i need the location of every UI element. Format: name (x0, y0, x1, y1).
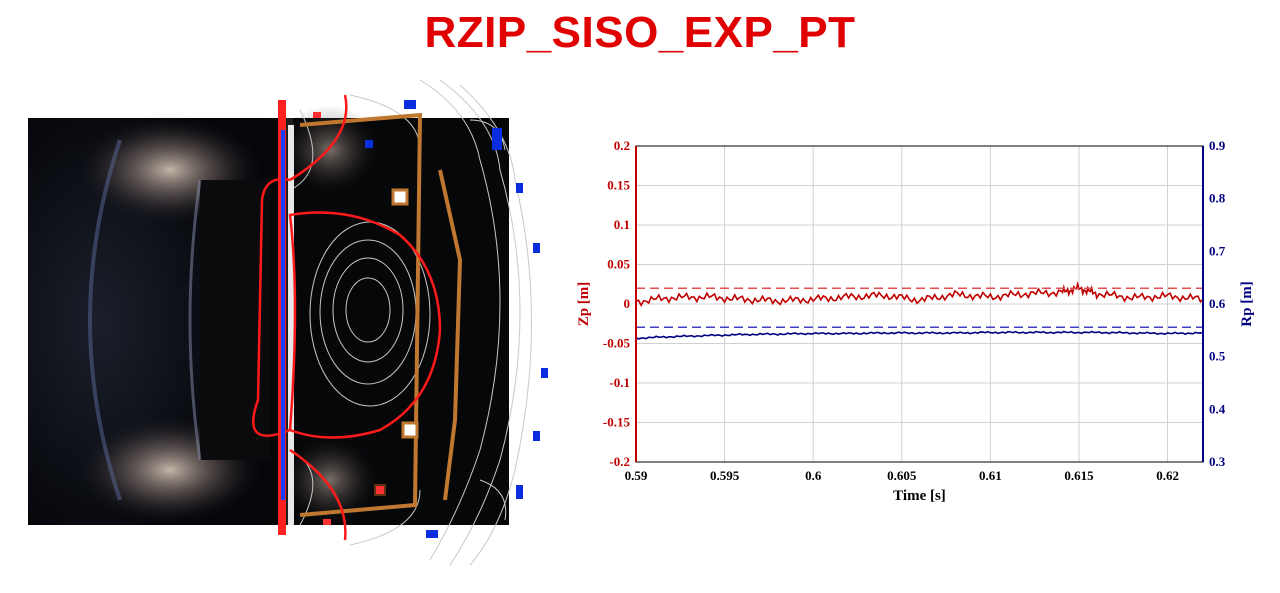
tick-labels: 0.59 0.595 0.6 0.605 0.61 0.615 0.62 0.2 0.15 0.1… (603, 138, 1226, 483)
right-axis-label: Rp [m] (1239, 281, 1255, 326)
right-tick-label: 0.4 (1209, 401, 1226, 416)
left-tick-label: 0.05 (607, 257, 630, 272)
right-tick-label: 0.7 (1209, 243, 1226, 258)
x-tick-label: 0.61 (979, 468, 1002, 483)
right-tick-label: 0.8 (1209, 191, 1226, 206)
rp-series-line (635, 330, 1204, 340)
series-layer (635, 280, 1204, 340)
camera-image (28, 105, 509, 525)
left-tick-label: -0.05 (603, 336, 631, 351)
left-tick-label: -0.1 (609, 375, 630, 390)
x-tick-label: 0.595 (710, 468, 740, 483)
x-axis-label: Time [s] (893, 488, 946, 504)
x-tick-label: 0.59 (625, 468, 648, 483)
pf-coils (365, 100, 548, 538)
vessel-structure (285, 112, 463, 525)
zp-series-line (635, 280, 1204, 308)
chart-grid (635, 145, 1203, 463)
right-tick-label: 0.6 (1209, 296, 1226, 311)
right-tick-label: 0.5 (1209, 349, 1226, 364)
left-tick-label: 0 (624, 296, 631, 311)
left-tick-label: 0.1 (614, 217, 630, 232)
x-tick-label: 0.615 (1064, 468, 1094, 483)
x-tick-label: 0.62 (1156, 468, 1179, 483)
right-tick-label: 0.3 (1209, 454, 1226, 469)
x-tick-label: 0.605 (887, 468, 917, 483)
page-title: RZIP_SISO_EXP_PT (424, 8, 856, 57)
left-tick-label: 0.2 (614, 138, 630, 153)
x-tick-label: 0.6 (805, 468, 822, 483)
right-tick-label: 0.9 (1209, 138, 1226, 153)
left-axis-label: Zp [m] (576, 282, 592, 327)
central-column (278, 100, 286, 535)
left-tick-label: 0.15 (607, 178, 630, 193)
left-tick-label: -0.2 (609, 454, 630, 469)
plasma-boundary (252, 94, 442, 541)
left-tick-label: -0.15 (603, 415, 631, 430)
